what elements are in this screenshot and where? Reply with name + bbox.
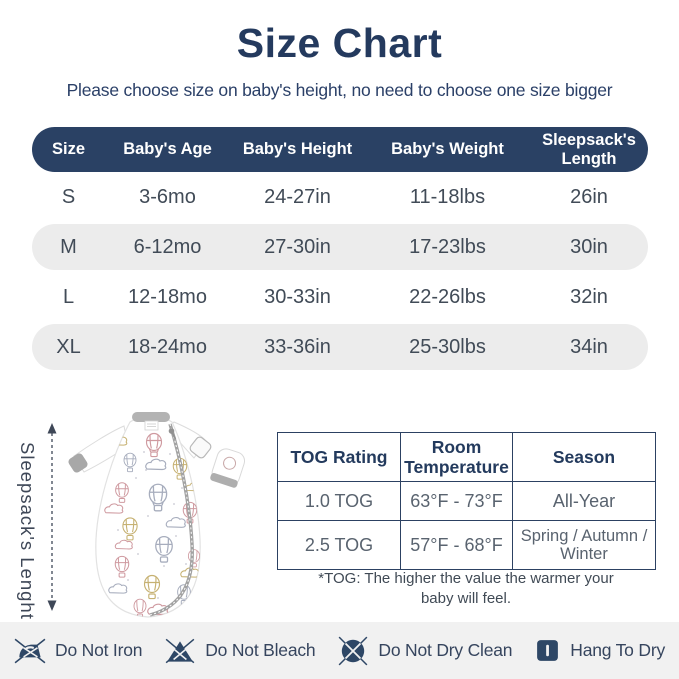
cell-length: 30in: [570, 235, 608, 258]
care-item-do-not-dry-clean: Do Not Dry Clean: [337, 636, 513, 666]
column-header-length: Sleepsack's Length: [542, 131, 636, 168]
cell-weight: 22-26lbs: [409, 285, 486, 308]
cell-weight: 11-18lbs: [409, 185, 486, 208]
sleepsack-length-label: Sleepsack's Lenght: [17, 442, 38, 620]
tog-row-1: 1.0 TOG 63°F - 73°F All-Year: [277, 481, 656, 521]
size-table-header: Size Baby's Age Baby's Height Baby's Wei…: [32, 127, 648, 172]
care-item-do-not-bleach: Do Not Bleach: [164, 637, 316, 665]
length-arrow-icon: [47, 423, 57, 611]
column-header-size: Size: [51, 140, 86, 159]
tog-rating-cell: 1.0 TOG: [277, 481, 401, 521]
cell-size: L: [62, 285, 75, 308]
size-row-l: L 12-18mo 30-33in 22-26lbs 32in: [32, 272, 648, 322]
tog-table: TOG Rating Room Temperature Season 1.0 T…: [277, 432, 656, 570]
tog-column-rating: TOG Rating: [277, 432, 401, 482]
tog-season-cell: Spring / Autumn / Winter: [512, 520, 656, 570]
cell-size: M: [60, 235, 77, 258]
tog-note: *TOG: The higher the value the warmer yo…: [318, 570, 614, 608]
cell-age: 18-24mo: [128, 335, 207, 358]
do-not-dry-clean-icon: [338, 636, 368, 665]
hang-to-dry-icon: [537, 640, 559, 661]
tog-header-row: TOG Rating Room Temperature Season: [277, 432, 656, 482]
detached-cuff: [210, 448, 246, 488]
care-label: Hang To Dry: [570, 640, 665, 660]
cell-age: 6-12mo: [133, 235, 202, 258]
tog-rating-cell: 2.5 TOG: [277, 520, 401, 570]
tog-column-temperature: Room Temperature: [400, 432, 513, 482]
cell-size: XL: [56, 335, 81, 358]
care-strip: Do Not Iron Do Not Bleach Do Not Dry Cle…: [0, 622, 679, 679]
cell-height: 24-27in: [264, 185, 331, 208]
tog-column-season: Season: [512, 432, 656, 482]
care-label: Do Not Iron: [55, 640, 143, 660]
collar-band: [132, 412, 170, 422]
size-table: Size Baby's Age Baby's Height Baby's Wei…: [32, 127, 648, 372]
page-title: Size Chart: [236, 20, 443, 66]
cell-height: 30-33in: [264, 285, 331, 308]
column-header-age: Baby's Age: [123, 140, 212, 159]
sleepsack-illustration: [68, 412, 246, 618]
tog-season-cell: All-Year: [512, 481, 656, 521]
cell-length: 34in: [570, 335, 608, 358]
cell-weight: 25-30lbs: [409, 335, 486, 358]
do-not-iron-icon: [14, 638, 46, 663]
tog-temperature-cell: 57°F - 68°F: [400, 520, 513, 570]
cell-size: S: [61, 185, 76, 208]
cell-length: 32in: [570, 285, 608, 308]
care-label: Do Not Dry Clean: [378, 640, 513, 660]
column-header-height: Baby's Height: [242, 140, 353, 159]
cell-age: 3-6mo: [139, 185, 196, 208]
column-header-weight: Baby's Weight: [391, 140, 504, 159]
page-subtitle: Please choose size on baby's height, no …: [66, 80, 613, 100]
tog-row-2: 2.5 TOG 57°F - 68°F Spring / Autumn / Wi…: [277, 520, 656, 570]
care-item-hang-to-dry: Hang To Dry: [534, 637, 665, 664]
size-row-m: M 6-12mo 27-30in 17-23lbs 30in: [32, 224, 648, 270]
cell-weight: 17-23lbs: [409, 235, 486, 258]
cell-age: 12-18mo: [128, 285, 207, 308]
cell-height: 27-30in: [264, 235, 331, 258]
care-label: Do Not Bleach: [205, 640, 316, 660]
do-not-bleach-icon: [165, 638, 195, 663]
zipper-pull: [168, 428, 175, 434]
tog-temperature-cell: 63°F - 73°F: [400, 481, 513, 521]
size-row-xl: XL 18-24mo 33-36in 25-30lbs 34in: [32, 324, 648, 370]
cell-length: 26in: [570, 185, 608, 208]
care-item-do-not-iron: Do Not Iron: [14, 637, 142, 665]
cell-height: 33-36in: [264, 335, 331, 358]
size-row-s: S 3-6mo 24-27in 11-18lbs 26in: [32, 172, 648, 222]
